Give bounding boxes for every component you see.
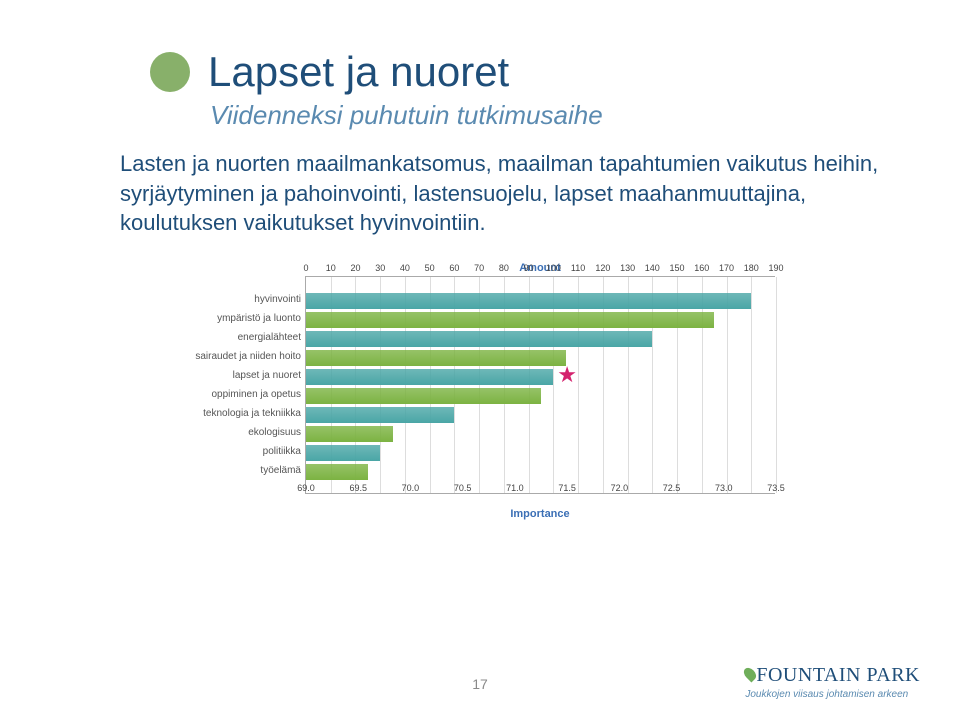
top-tick: 140: [645, 263, 660, 273]
top-tick: 170: [719, 263, 734, 273]
bar: [306, 312, 714, 328]
chart: Amount hyvinvointiympäristö ja luontoene…: [185, 262, 775, 520]
bottom-ticks: 69.069.570.070.571.071.572.072.573.073.5: [306, 481, 775, 495]
bar-row: [306, 462, 775, 481]
category-label: teknologia ja tekniikka: [185, 404, 305, 423]
bar-row: ★: [306, 367, 775, 386]
top-tick: 160: [694, 263, 709, 273]
top-tick: 60: [449, 263, 459, 273]
bar: [306, 407, 454, 423]
bars: ★: [306, 291, 775, 481]
category-label: ekologisuus: [185, 423, 305, 442]
bottom-tick: 69.5: [349, 483, 367, 493]
highlight-star-icon: ★: [557, 362, 577, 388]
page-number: 17: [472, 676, 488, 692]
category-label: ympäristö ja luonto: [185, 309, 305, 328]
brand-tagline: Joukkojen viisaus johtamisen arkeen: [745, 689, 920, 700]
bar-row: [306, 291, 775, 310]
bar-row: [306, 310, 775, 329]
bottom-tick: 70.5: [454, 483, 472, 493]
bar-row: [306, 405, 775, 424]
top-tick: 50: [425, 263, 435, 273]
page-subtitle: Viidenneksi puhutuin tutkimusaihe: [210, 100, 900, 131]
bottom-tick: 72.5: [663, 483, 681, 493]
brand-name: FOUNTAIN PARK: [745, 664, 920, 687]
bottom-tick: 71.0: [506, 483, 524, 493]
top-tick: 110: [571, 263, 585, 273]
top-tick: 130: [620, 263, 635, 273]
bar-row: [306, 329, 775, 348]
brand-text: FOUNTAIN PARK: [756, 664, 920, 687]
bar: [306, 464, 368, 480]
top-tick: 100: [546, 263, 561, 273]
title-row: Lapset ja nuoret: [150, 48, 900, 96]
bar-row: [306, 424, 775, 443]
top-tick: 70: [474, 263, 484, 273]
category-label: oppiminen ja opetus: [185, 385, 305, 404]
bar-row: [306, 348, 775, 367]
bottom-tick: 69.0: [297, 483, 315, 493]
top-tick: 10: [326, 263, 336, 273]
category-label: lapset ja nuoret: [185, 366, 305, 385]
page-title: Lapset ja nuoret: [208, 48, 509, 96]
top-tick: 80: [499, 263, 509, 273]
bar: [306, 331, 652, 347]
bottom-tick: 72.0: [611, 483, 629, 493]
body-text: Lasten ja nuorten maailmankatsomus, maai…: [120, 149, 880, 238]
bottom-tick: 73.5: [767, 483, 785, 493]
top-tick: 0: [303, 263, 308, 273]
bar-row: [306, 443, 775, 462]
bar: [306, 350, 566, 366]
bar: [306, 426, 393, 442]
bottom-tick: 71.5: [558, 483, 576, 493]
top-tick: 90: [524, 263, 534, 273]
slide: Lapset ja nuoret Viidenneksi puhutuin tu…: [0, 0, 960, 720]
bar: [306, 445, 380, 461]
top-tick: 30: [375, 263, 385, 273]
bottom-tick: 73.0: [715, 483, 733, 493]
footer-logo: FOUNTAIN PARK Joukkojen viisaus johtamis…: [745, 664, 920, 700]
category-label: hyvinvointi: [185, 290, 305, 309]
category-label: politiikka: [185, 442, 305, 461]
top-tick: 190: [768, 263, 783, 273]
bullet-icon: [150, 52, 190, 92]
bar: [306, 293, 751, 309]
bar: [306, 369, 553, 385]
category-label: sairaudet ja niiden hoito: [185, 347, 305, 366]
top-tick: 120: [595, 263, 610, 273]
bottom-tick: 70.0: [402, 483, 420, 493]
top-tick: 40: [400, 263, 410, 273]
bar: [306, 388, 541, 404]
top-tick: 150: [670, 263, 685, 273]
plot-area: 0102030405060708090100110120130140150160…: [305, 276, 775, 494]
category-label: energialähteet: [185, 328, 305, 347]
top-ticks: 0102030405060708090100110120130140150160…: [306, 277, 775, 291]
top-tick: 20: [350, 263, 360, 273]
category-label: työelämä: [185, 461, 305, 480]
category-labels: hyvinvointiympäristö ja luontoenergialäh…: [185, 276, 305, 494]
top-tick: 180: [744, 263, 759, 273]
bar-row: [306, 386, 775, 405]
bottom-axis-label: Importance: [510, 508, 569, 520]
